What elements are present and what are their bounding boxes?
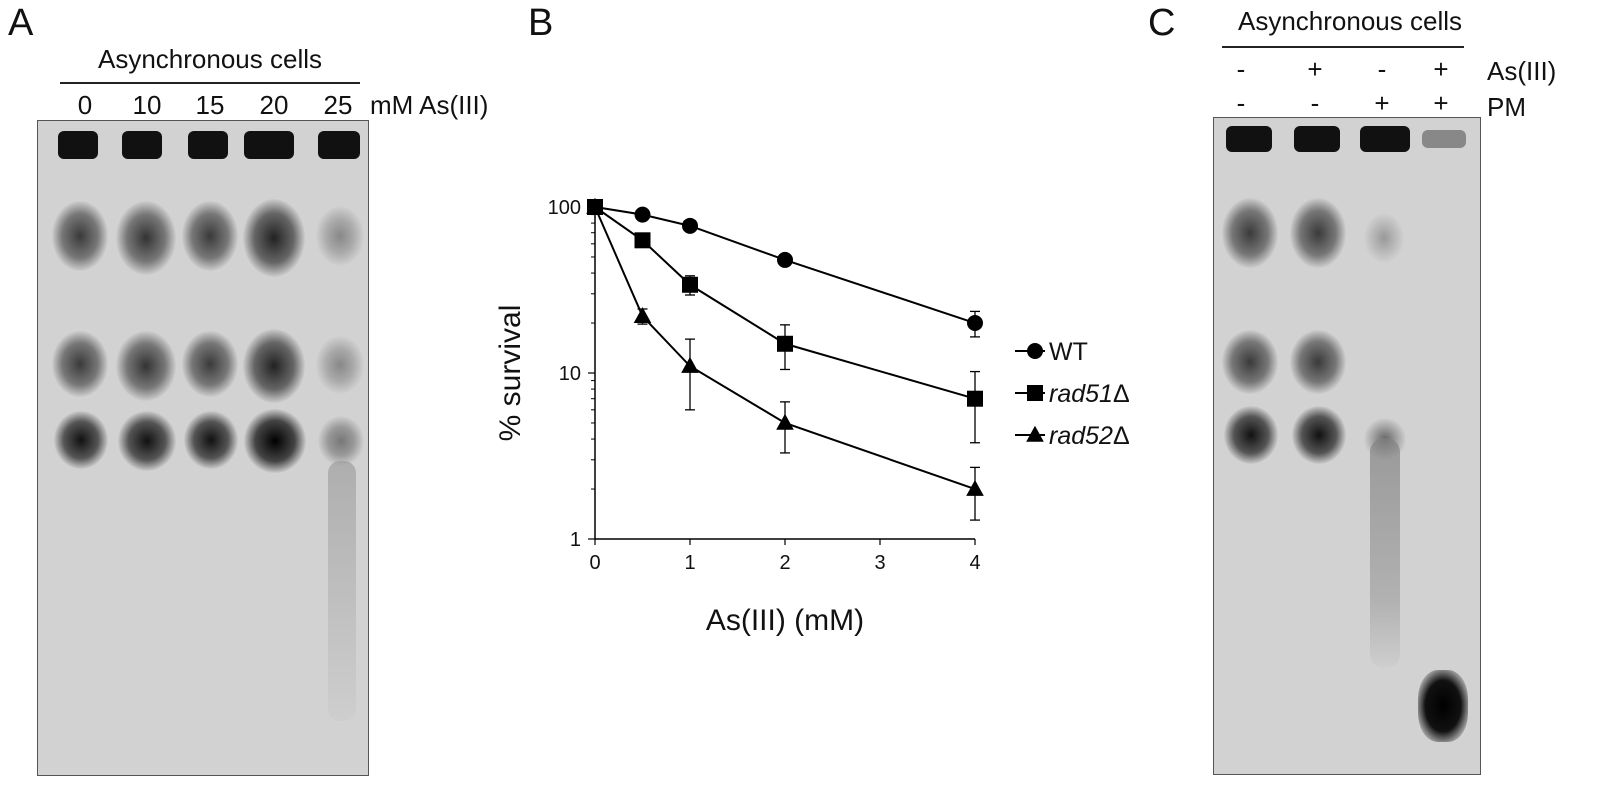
y-tick-label: 10: [559, 363, 581, 385]
chromosome-band: [1290, 198, 1346, 268]
chromosome-band: [244, 409, 306, 473]
chromosome-band: [1292, 406, 1346, 464]
data-point-2: [966, 479, 984, 496]
gel-image-a: [37, 120, 369, 776]
chromosome-band: [316, 336, 364, 394]
treatment-pm-label: PM: [1487, 92, 1526, 122]
chromosome-band: [54, 411, 108, 469]
well: [188, 131, 228, 159]
panel-a-letter: A: [8, 2, 34, 44]
treatment-pm-lane-4: +: [1433, 88, 1449, 118]
treatment-pm-lane-3: +: [1374, 88, 1390, 118]
concentration-unit-label: mM As(III): [370, 90, 489, 120]
treatment-as-lane-4: +: [1433, 54, 1449, 84]
legend-label-0: WT: [1049, 338, 1088, 366]
chromosome-band: [1222, 330, 1278, 394]
panel-c-title: Asynchronous cells: [1238, 6, 1462, 36]
legend-marker-1: [1027, 385, 1043, 401]
x-axis-label: As(III) (mM): [706, 604, 864, 637]
dna-smear: [1370, 438, 1400, 668]
chromosome-band: [116, 331, 176, 401]
data-point-1: [634, 232, 651, 249]
lane-label-2: 15: [195, 90, 225, 120]
legend-label-1: rad51Δ: [1049, 380, 1130, 408]
panel-b-letter: B: [528, 2, 554, 44]
well: [318, 131, 360, 159]
data-point-2: [586, 197, 604, 214]
treatment-as-lane-1: -: [1236, 54, 1246, 84]
data-point-0: [777, 251, 793, 268]
chromosome-band: [116, 201, 176, 275]
panel-c-letter: C: [1148, 2, 1176, 44]
x-tick-label: 1: [684, 552, 695, 574]
x-tick-label: 4: [969, 552, 980, 574]
chromosome-band: [118, 411, 176, 471]
treatment-pm-lane-2: -: [1310, 88, 1320, 118]
chromosome-band: [184, 411, 238, 469]
data-point-2: [681, 356, 699, 373]
x-tick-label: 3: [874, 552, 885, 574]
x-tick-label: 0: [589, 552, 600, 574]
data-point-1: [967, 390, 983, 407]
lane-label-1: 10: [132, 90, 162, 120]
data-point-2: [633, 306, 652, 323]
chromosome-band: [318, 416, 364, 466]
chromosome-band: [1290, 330, 1346, 394]
chromosome-band: [182, 331, 238, 397]
well: [244, 131, 294, 159]
legend-marker-2: [1026, 425, 1044, 442]
treatment-pm-lane-1: -: [1236, 88, 1246, 118]
treatment-as-lane-2: +: [1307, 54, 1323, 84]
chromosome-band: [52, 331, 108, 397]
y-tick-label: 1: [570, 529, 581, 551]
treatment-as-lane-3: -: [1377, 54, 1387, 84]
y-tick-label: 100: [548, 197, 581, 219]
chromosome-band: [1224, 406, 1278, 464]
well: [1360, 126, 1410, 152]
panel-a-title-rule: [60, 82, 360, 84]
chromosome-band: [52, 201, 108, 271]
well: [58, 131, 98, 159]
data-point-0: [634, 206, 651, 223]
well: [1294, 126, 1340, 152]
degraded-dna-band: [1418, 670, 1468, 742]
chromosome-band: [182, 201, 238, 271]
treatment-as-label: As(III): [1487, 56, 1557, 86]
lane-label-3: 20: [259, 90, 289, 120]
legend-label-2: rad52Δ: [1049, 422, 1130, 450]
chromosome-band: [316, 206, 364, 266]
lane-label-4: 25: [323, 90, 353, 120]
chromosome-band: [1222, 198, 1278, 268]
well: [1226, 126, 1272, 152]
panel-a-title: Asynchronous cells: [98, 44, 322, 74]
well: [122, 131, 162, 159]
panel-c-title-rule: [1222, 46, 1464, 48]
legend-marker-0: [1027, 343, 1043, 359]
lane-label-0: 0: [77, 90, 93, 120]
dna-smear: [328, 461, 356, 721]
chromosome-band: [243, 329, 305, 403]
gel-image-c: [1213, 117, 1481, 775]
data-point-0: [967, 315, 983, 332]
well: [1422, 130, 1466, 148]
data-point-1: [777, 335, 793, 352]
data-point-2: [776, 413, 794, 430]
y-axis-label: % survival: [494, 305, 527, 442]
x-tick-label: 2: [779, 552, 790, 574]
chromosome-band: [243, 199, 305, 277]
data-point-1: [682, 276, 698, 293]
chromosome-band: [1364, 213, 1404, 263]
data-point-0: [682, 217, 698, 234]
